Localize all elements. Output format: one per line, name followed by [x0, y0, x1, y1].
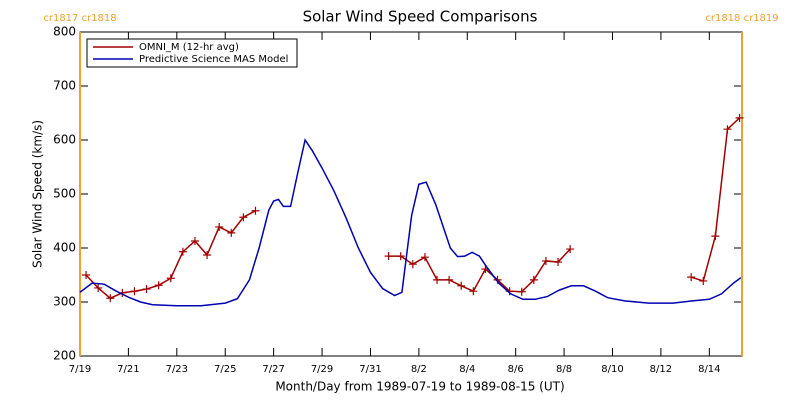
data-point	[687, 273, 696, 282]
data-point	[178, 247, 187, 256]
x-tick-label: 8/8	[556, 364, 572, 375]
data-point	[566, 245, 575, 254]
data-point	[106, 294, 115, 303]
x-tick-label: 8/10	[601, 364, 623, 375]
y-tick-label: 600	[53, 133, 76, 147]
data-point	[82, 271, 91, 279]
data-point	[469, 287, 478, 296]
boundary-label: cr1818 cr1819	[705, 13, 778, 24]
series-line	[79, 138, 742, 307]
data-point	[529, 275, 538, 284]
data-point	[94, 283, 103, 292]
y-tick-label: 700	[53, 79, 76, 93]
legend-box	[86, 38, 298, 68]
data-point	[142, 285, 151, 294]
x-tick-label: 8/14	[698, 364, 720, 375]
data-point	[433, 275, 442, 284]
data-point	[408, 260, 417, 269]
y-axis-label: Solar Wind Speed (km/s)	[31, 120, 45, 268]
data-point	[445, 275, 454, 284]
y-tick-label: 500	[53, 187, 76, 201]
legend-label: OMNI_M (12-hr avg)	[139, 42, 239, 53]
x-tick-label: 8/6	[508, 364, 524, 375]
x-tick-label: 8/12	[650, 364, 672, 375]
data-point	[239, 213, 248, 222]
x-tick-label: 7/25	[214, 364, 236, 375]
legend-label: Predictive Science MAS Model	[139, 54, 288, 65]
series-line	[388, 248, 571, 293]
y-tick-label: 800	[53, 25, 76, 39]
data-point	[711, 232, 720, 241]
data-point	[517, 287, 526, 296]
x-tick-label: 7/19	[69, 364, 91, 375]
boundary-label: cr1817 cr1818	[43, 13, 116, 24]
x-tick-label: 8/2	[411, 364, 427, 375]
data-point	[227, 228, 236, 237]
x-tick-label: 7/23	[166, 364, 188, 375]
data-point	[130, 287, 139, 296]
x-tick-label: 7/31	[359, 364, 381, 375]
data-point	[396, 252, 405, 261]
data-point	[457, 281, 466, 290]
y-tick-label: 300	[53, 295, 76, 309]
y-tick-label: 200	[53, 349, 76, 363]
data-point	[554, 258, 563, 267]
data-point	[154, 281, 163, 290]
x-tick-label: 8/4	[459, 364, 475, 375]
data-point	[723, 125, 732, 134]
y-tick-label: 400	[53, 241, 76, 255]
data-point	[190, 236, 199, 245]
data-point	[251, 206, 260, 215]
data-point	[166, 274, 175, 283]
data-point	[203, 251, 212, 260]
x-tick-label: 7/29	[311, 364, 333, 375]
x-tick-label: 7/21	[117, 364, 139, 375]
data-point	[699, 276, 708, 285]
data-point	[215, 222, 224, 231]
data-point	[384, 252, 393, 261]
x-axis-label: Month/Day from 1989-07-19 to 1989-08-15 …	[275, 380, 564, 394]
data-point	[541, 256, 550, 265]
chart-title: Solar Wind Speed Comparisons	[303, 8, 538, 26]
data-point	[420, 253, 429, 262]
data-point	[735, 113, 744, 122]
x-tick-label: 7/27	[262, 364, 284, 375]
